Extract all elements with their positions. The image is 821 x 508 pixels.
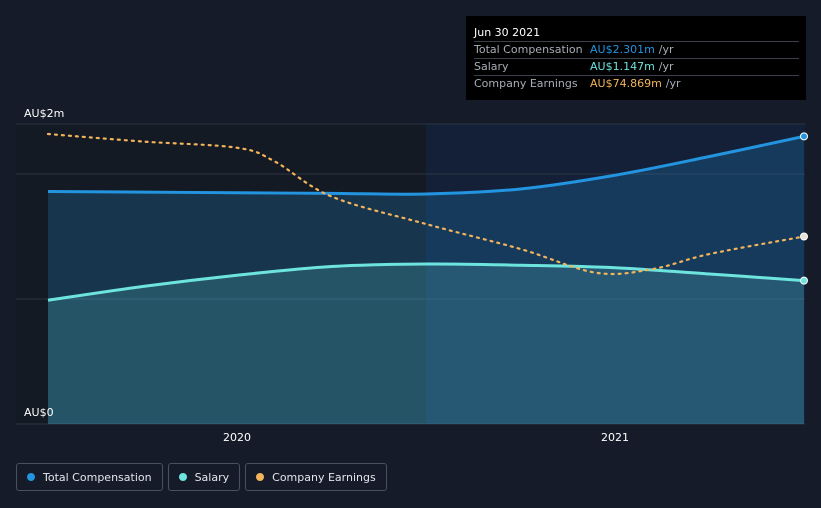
salary-area (48, 263, 804, 424)
tooltip-value: AU$74.869m (590, 77, 662, 90)
x-tick-label: 2020 (223, 431, 251, 444)
tooltip-label: Salary (474, 60, 509, 73)
legend-label: Company Earnings (272, 470, 376, 484)
tooltip-value: AU$1.147m (590, 60, 655, 73)
tooltip-row-total: Total Compensation AU$2.301m /yr (474, 41, 799, 58)
tooltip-label: Total Compensation (474, 43, 583, 56)
company-earnings-line (46, 132, 806, 276)
tooltip-row-earnings: Company Earnings AU$74.869m /yr (474, 75, 799, 92)
legend-dot-icon (256, 473, 265, 481)
y-tick-label: AU$0 (24, 406, 54, 419)
total-compensation-line (47, 134, 805, 196)
x-tick-label: 2021 (601, 431, 629, 444)
y-tick-label: AU$2m (24, 107, 64, 120)
legend-company-earnings[interactable]: Company Earnings (245, 463, 387, 491)
salary-line (47, 262, 805, 302)
tooltip-unit: /yr (665, 77, 681, 90)
tooltip-row-salary: Salary AU$1.147m /yr (474, 58, 799, 75)
legend-total-compensation[interactable]: Total Compensation (16, 463, 163, 491)
tooltip-unit: /yr (658, 60, 674, 73)
legend-label: Total Compensation (43, 470, 152, 484)
legend-label: Salary (194, 470, 230, 484)
total-compensation-area (48, 136, 804, 424)
total-compensation-marker (800, 132, 808, 141)
tooltip: Jun 30 2021 Total Compensation AU$2.301m… (466, 16, 806, 100)
legend-salary[interactable]: Salary (167, 463, 241, 491)
company-earnings-marker (800, 232, 808, 241)
salary-marker (800, 276, 808, 285)
tooltip-date: Jun 30 2021 (474, 26, 541, 39)
tooltip-value: AU$2.301m (590, 43, 655, 56)
tooltip-label: Company Earnings (474, 77, 578, 90)
tooltip-unit: /yr (658, 43, 674, 56)
legend: Total Compensation Salary Company Earnin… (16, 463, 387, 491)
legend-dot-icon (27, 473, 35, 481)
legend-dot-icon (178, 473, 187, 481)
